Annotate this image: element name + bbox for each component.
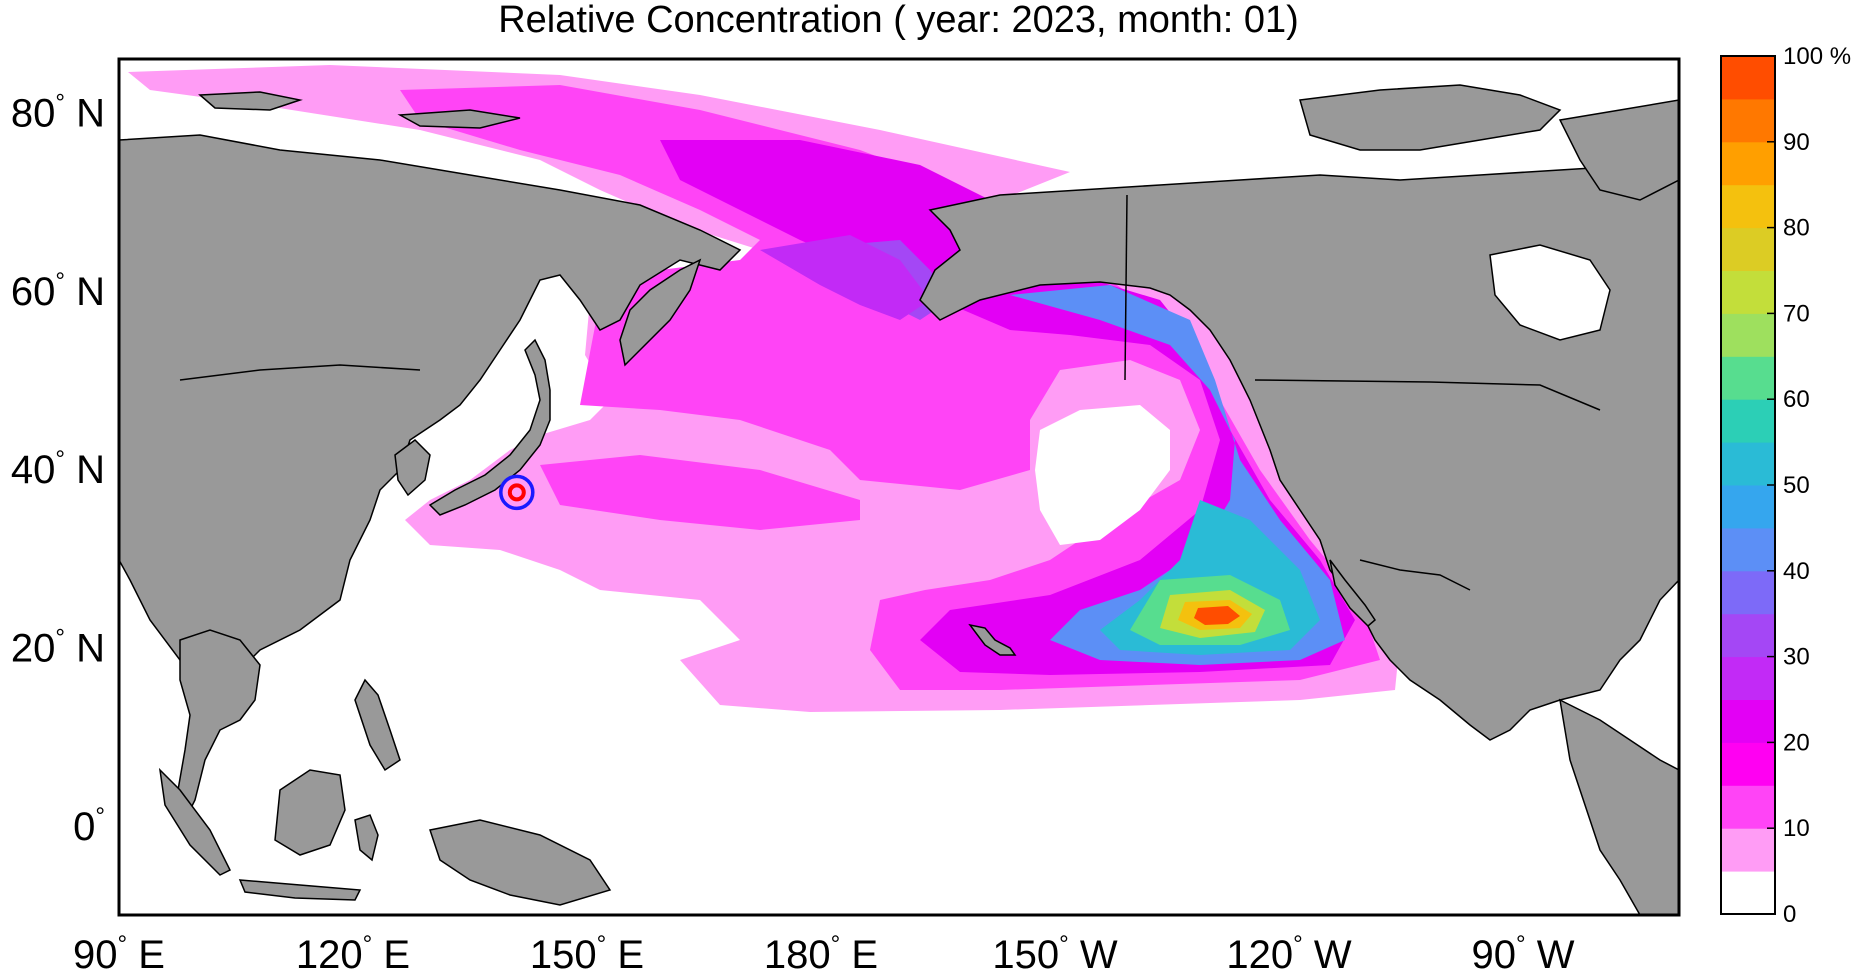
colorbar-swatch [1721,98,1775,143]
land-hawaii [968,623,1017,656]
colorbar-swatch [1721,699,1775,743]
border-china-mongolia [179,364,421,381]
border-us-mexico [1359,559,1471,591]
colorbar-swatch [1721,785,1775,829]
colorbar-swatch [1721,570,1775,615]
country-borders [179,194,1601,591]
land-arctic-islands [1299,84,1562,151]
land-siberian-islands [198,91,303,111]
longitude-label: 90° E [73,931,165,972]
longitude-label: 120° W [1226,931,1351,972]
land-north-america [919,159,1679,741]
colorbar-tick-label: 30 [1783,644,1810,671]
latitude-label: 60° N [11,268,105,314]
land-new-guinea [429,819,612,906]
map-frame [117,57,1681,917]
colorbar-swatch [1721,613,1775,658]
concentration-plume [128,65,1400,712]
colorbar-swatch [1721,227,1775,271]
land-sumatra [158,767,232,876]
source-marker-inner-ring [507,483,526,502]
land-japan [428,338,551,516]
colorbar: 0 10 20 30 40 50 60 70 80 90 100 % [1720,43,1851,928]
colorbar-tick-label: 100 % [1783,43,1851,70]
longitude-labels: 90° E 120° E 150° E 180° E 150° W 120° W 90° W [73,931,1575,972]
colorbar-swatch [1721,656,1775,700]
plume-level-10-20 [400,85,1380,690]
colorbar-swatch [1721,442,1775,486]
colorbar-tick-label: 80 [1783,215,1810,242]
plume-level-90-100 [1194,606,1240,625]
land-indochina [177,629,261,823]
longitude-label: 150° W [992,931,1117,972]
colorbar-swatch [1721,399,1775,443]
border-alaska-canada [1124,194,1128,381]
plume-clear-region [1035,405,1170,545]
longitude-label: 180° E [764,931,878,972]
colorbar-swatch [1721,527,1775,572]
latitude-label: 40° N [11,446,105,492]
land-masses [119,84,1679,915]
land-central-america [1559,698,1679,915]
colorbar-swatch [1721,313,1775,357]
plume-level-20-30 [660,140,1355,675]
border-us-canada [1254,379,1601,411]
colorbar-tick-label: 90 [1783,129,1810,156]
land-baffin [1558,99,1679,201]
land-kamchatka [619,258,702,367]
colorbar-swatch [1721,184,1775,229]
colorbar-tick-label: 20 [1783,729,1810,756]
colorbar-tick-label: 70 [1783,300,1810,327]
plume-bering-band [760,235,930,320]
land-sulawesi [354,814,379,862]
colorbar-swatch [1721,828,1775,872]
longitude-label: 150° E [530,931,644,972]
colorbar-swatch [1721,356,1775,400]
colorbar-swatch [1721,742,1775,786]
longitude-label: 120° E [296,931,410,972]
source-marker [499,474,535,511]
colorbar-tick-label: 60 [1783,386,1810,413]
land-korea [394,439,431,497]
colorbar-tick-label: 10 [1783,815,1810,842]
colorbar-tick-label: 50 [1783,472,1810,499]
map-title: Relative Concentration ( year: 2023, mon… [498,0,1299,41]
colorbar-swatch [1721,871,1775,915]
colorbar-swatch [1721,56,1775,100]
land-baja [1329,559,1376,628]
latitude-labels: 80° N 60° N 40° N 20° N 0° [11,90,105,849]
longitude-label: 90° W [1472,931,1575,972]
land-java [238,879,362,901]
land-hudson-bay-water [1489,244,1611,341]
land-philippines [354,678,401,772]
latitude-label: 20° N [11,625,105,671]
latitude-label: 0° [73,803,105,849]
colorbar-swatch [1721,485,1775,529]
latitude-label: 80° N [11,90,105,136]
colorbar-tick-label: 0 [1783,901,1796,928]
colorbar-swatch [1721,270,1775,314]
source-marker-outer-ring [499,474,535,511]
colorbar-swatch [1721,141,1775,186]
colorbar-tick-label: 40 [1783,558,1810,585]
land-borneo [274,769,346,856]
land-novaya [397,109,521,129]
